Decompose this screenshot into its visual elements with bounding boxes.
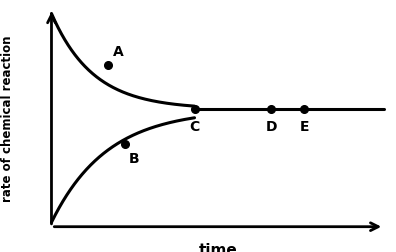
- Text: B: B: [129, 151, 140, 165]
- Text: A: A: [112, 45, 123, 58]
- Text: C: C: [189, 119, 200, 133]
- Text: rate of chemical reaction: rate of chemical reaction: [2, 36, 14, 201]
- Text: E: E: [299, 119, 309, 133]
- Text: time: time: [198, 242, 237, 252]
- Text: D: D: [265, 119, 277, 133]
